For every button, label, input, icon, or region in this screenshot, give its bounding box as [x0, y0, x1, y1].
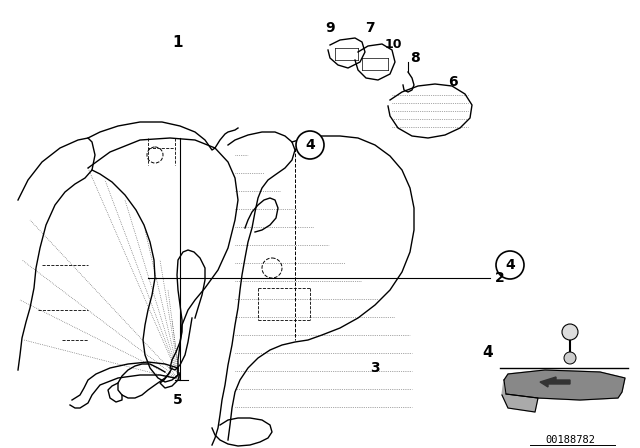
Text: 00188782: 00188782	[545, 435, 595, 445]
Text: 3: 3	[370, 361, 380, 375]
Circle shape	[564, 352, 576, 364]
Polygon shape	[504, 370, 625, 400]
Circle shape	[296, 131, 324, 159]
Text: 8: 8	[410, 51, 420, 65]
Polygon shape	[540, 377, 570, 387]
Text: 9: 9	[325, 21, 335, 35]
Polygon shape	[502, 380, 538, 412]
Text: 5: 5	[173, 393, 183, 407]
Text: 4: 4	[305, 138, 315, 152]
Circle shape	[496, 251, 524, 279]
Text: 10: 10	[384, 38, 402, 51]
Text: 4: 4	[483, 345, 493, 359]
Text: 6: 6	[448, 75, 458, 89]
Circle shape	[562, 324, 578, 340]
Text: 1: 1	[173, 34, 183, 49]
Text: 7: 7	[365, 21, 375, 35]
Text: 2: 2	[495, 271, 505, 285]
Text: 4: 4	[505, 258, 515, 272]
